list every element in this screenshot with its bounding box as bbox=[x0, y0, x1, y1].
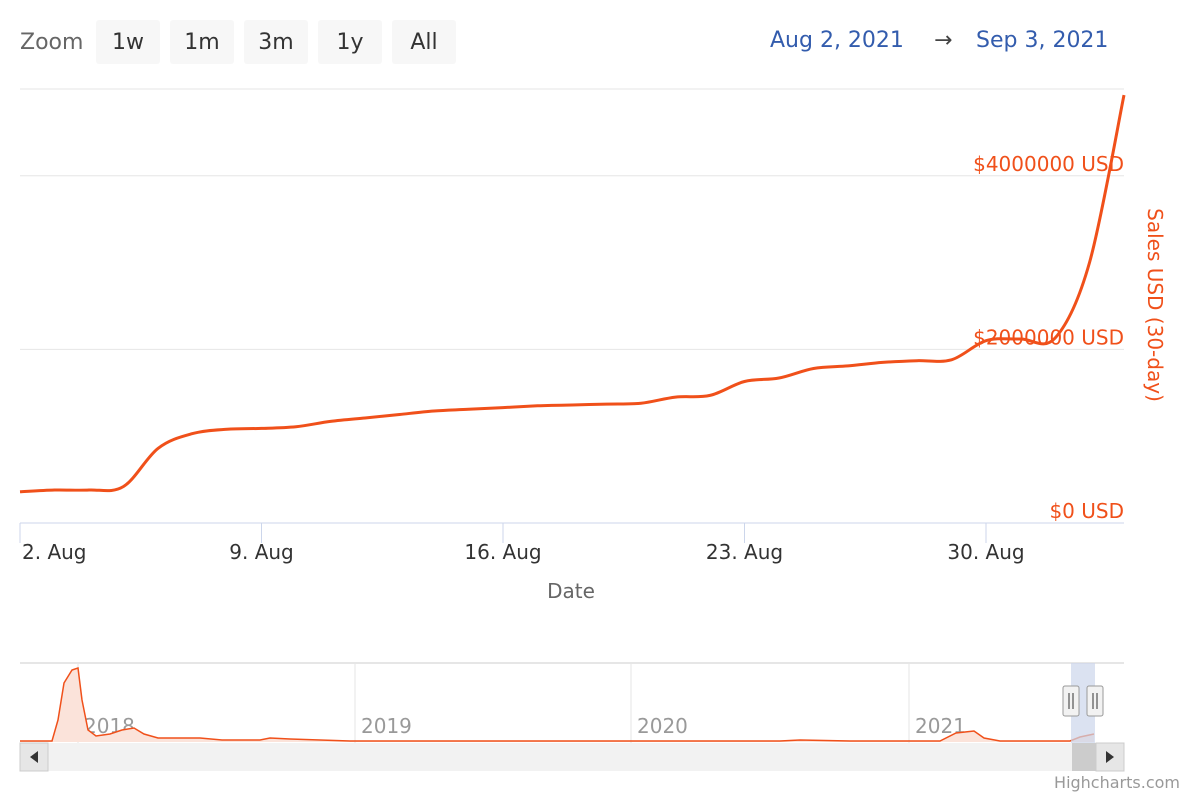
x-axis-title: Date bbox=[547, 579, 595, 603]
scrollbar-thumb[interactable] bbox=[1072, 743, 1096, 771]
navigator[interactable]: 2018 2019 2020 2021 bbox=[20, 662, 1124, 743]
zoom-label: Zoom bbox=[20, 30, 84, 55]
y-tick-label: $2000000 USD bbox=[973, 325, 1124, 349]
sales-series-line bbox=[19, 94, 1126, 494]
grid-lines bbox=[20, 175, 1124, 350]
y-tick-label: $0 USD bbox=[1049, 499, 1124, 523]
scroll-left-arrow-icon bbox=[30, 751, 38, 763]
x-axis-ticks: 2. Aug 9. Aug 16. Aug 23. Aug 30. Aug bbox=[19, 523, 1025, 564]
navigator-series-area bbox=[20, 668, 1094, 742]
range-to-date[interactable]: Sep 3, 2021 bbox=[976, 28, 1109, 53]
scrollbar[interactable] bbox=[19, 742, 1125, 772]
navigator-right-handle[interactable] bbox=[1086, 685, 1104, 717]
zoom-all-button[interactable]: All bbox=[392, 20, 456, 64]
x-tick-label: 16. Aug bbox=[464, 540, 541, 564]
navigator-grid: 2018 2019 2020 2021 bbox=[77, 663, 966, 743]
y-axis-labels: $0 USD $2000000 USD $4000000 USD bbox=[973, 152, 1124, 523]
zoom-1m-button[interactable]: 1m bbox=[170, 20, 234, 64]
highcharts-credits[interactable]: Highcharts.com bbox=[1054, 773, 1180, 792]
range-from-date[interactable]: Aug 2, 2021 bbox=[770, 28, 904, 53]
zoom-1y-button[interactable]: 1y bbox=[318, 20, 382, 64]
navigator-year-label: 2019 bbox=[361, 714, 412, 738]
x-tick-label: 9. Aug bbox=[229, 540, 294, 564]
navigator-left-handle[interactable] bbox=[1062, 685, 1080, 717]
navigator-series-line bbox=[20, 666, 1095, 742]
range-arrow: → bbox=[934, 28, 953, 53]
x-tick-label: 2. Aug bbox=[22, 540, 87, 564]
scroll-right-arrow-icon bbox=[1106, 751, 1114, 763]
zoom-3m-button[interactable]: 3m bbox=[244, 20, 308, 64]
y-axis-title: Sales USD (30-day) bbox=[1143, 208, 1167, 402]
zoom-1w-button[interactable]: 1w bbox=[96, 20, 160, 64]
x-tick-label: 23. Aug bbox=[706, 540, 783, 564]
scrollbar-track[interactable] bbox=[20, 743, 1124, 771]
navigator-year-label: 2020 bbox=[637, 714, 688, 738]
y-tick-label: $4000000 USD bbox=[973, 152, 1124, 176]
x-tick-label: 30. Aug bbox=[947, 540, 1024, 564]
